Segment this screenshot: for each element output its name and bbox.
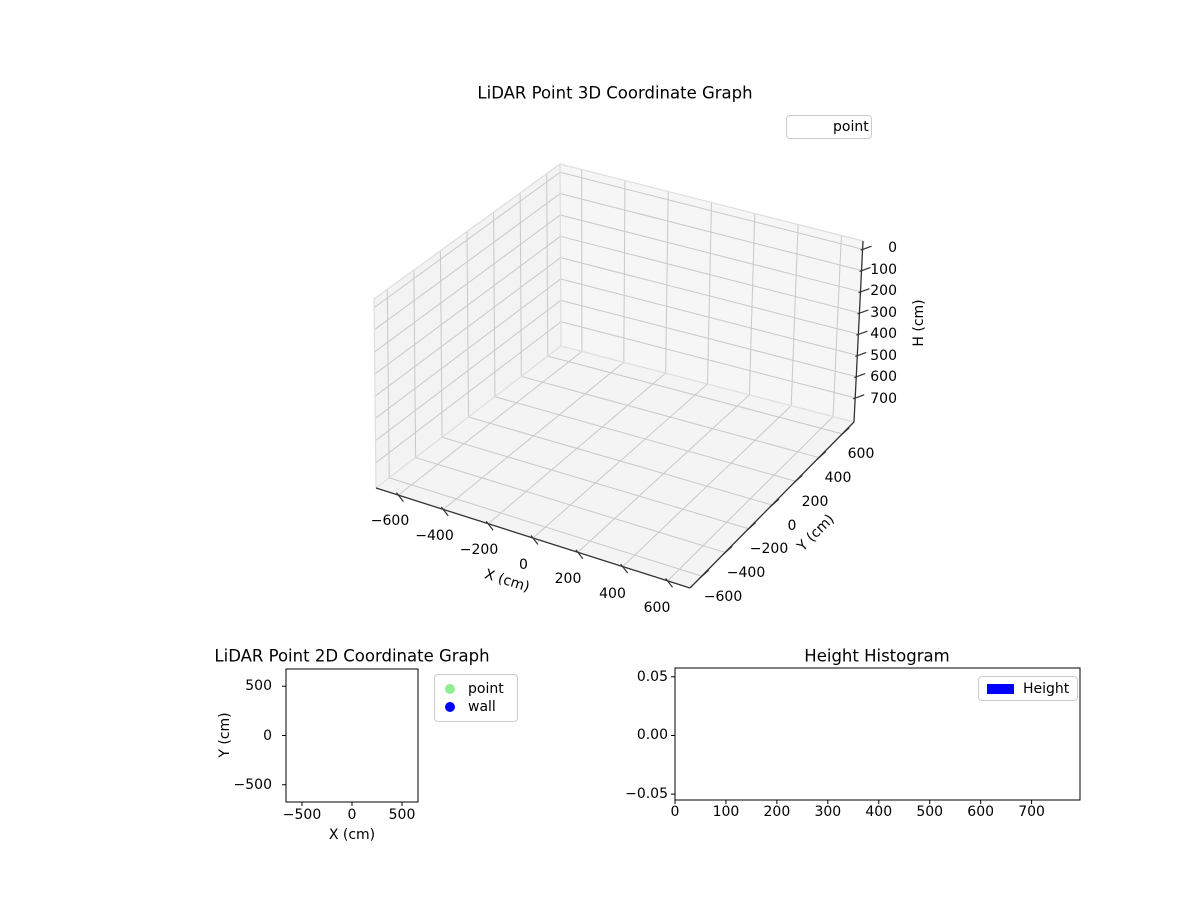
tick-label: 0 xyxy=(670,804,680,820)
legend-label-point: point xyxy=(468,681,504,697)
tick-label: 600 xyxy=(847,446,875,462)
legend-label-point: point xyxy=(833,119,869,135)
tick-label: 0.05 xyxy=(636,668,668,685)
legend-label-wall: wall xyxy=(468,699,496,715)
tick-label: 500 xyxy=(870,347,897,364)
plot2d-xaxis-label: X (cm) xyxy=(328,827,376,843)
wall-marker-icon xyxy=(445,702,455,712)
histogram-legend: Height xyxy=(978,676,1078,701)
tick-label: 500 xyxy=(388,807,416,823)
tick-label: −200 xyxy=(459,542,499,558)
tick-label: 300 xyxy=(870,304,897,321)
histogram-title: Height Histogram xyxy=(804,646,950,666)
tick-label: 100 xyxy=(870,261,897,278)
tick-label: 0 xyxy=(263,727,272,744)
tick-label: 200 xyxy=(763,804,791,820)
tick-label: 400 xyxy=(824,469,852,486)
tick-label: 200 xyxy=(870,283,897,300)
plot3d-title: LiDAR Point 3D Coordinate Graph xyxy=(477,83,753,103)
tick-label: 0 xyxy=(888,240,897,256)
tick-label: 600 xyxy=(643,600,671,616)
tick-label: −0.05 xyxy=(625,786,668,803)
tick-label: 600 xyxy=(870,369,897,386)
tick-label: 700 xyxy=(870,391,897,407)
legend-empty-scatter-handle xyxy=(795,122,825,132)
tick-label: 0 xyxy=(519,556,528,573)
legend-row-point: point xyxy=(445,680,509,698)
tick-label: −500 xyxy=(282,807,322,823)
tick-label: 500 xyxy=(245,678,272,695)
point-marker-icon xyxy=(445,684,455,694)
tick-label: 600 xyxy=(967,804,995,820)
plot2d-legend: point wall xyxy=(434,674,518,722)
tick-label: 400 xyxy=(865,804,893,820)
tick-label: 200 xyxy=(801,493,829,510)
plot3d-legend: point xyxy=(786,115,872,139)
tick-label: 100 xyxy=(712,804,740,820)
tick-label: −400 xyxy=(726,565,766,582)
legend-row-wall: wall xyxy=(445,698,509,716)
tick-label: −600 xyxy=(703,589,743,605)
plot2d-title: LiDAR Point 2D Coordinate Graph xyxy=(214,646,490,666)
tick-label: 300 xyxy=(814,804,842,820)
tick-label: −400 xyxy=(415,527,454,544)
tick-label: 400 xyxy=(870,326,897,343)
tick-label: 700 xyxy=(1018,804,1045,820)
tick-label: −200 xyxy=(749,541,789,558)
tick-label: −600 xyxy=(370,513,410,529)
height-patch-icon xyxy=(987,683,1014,694)
tick-label: 200 xyxy=(554,571,582,587)
tick-label: 500 xyxy=(916,804,944,820)
legend-label-height: Height xyxy=(1023,680,1070,697)
plot2d-yaxis-label: Y (cm) xyxy=(217,712,233,758)
tick-label: 0 xyxy=(347,807,357,823)
plot3d-zaxis-label: H (cm) xyxy=(911,299,927,347)
tick-label: 400 xyxy=(599,585,626,602)
tick-label: 0.00 xyxy=(636,727,668,744)
tick-label: 0 xyxy=(787,517,797,534)
tick-label: −500 xyxy=(233,776,272,793)
